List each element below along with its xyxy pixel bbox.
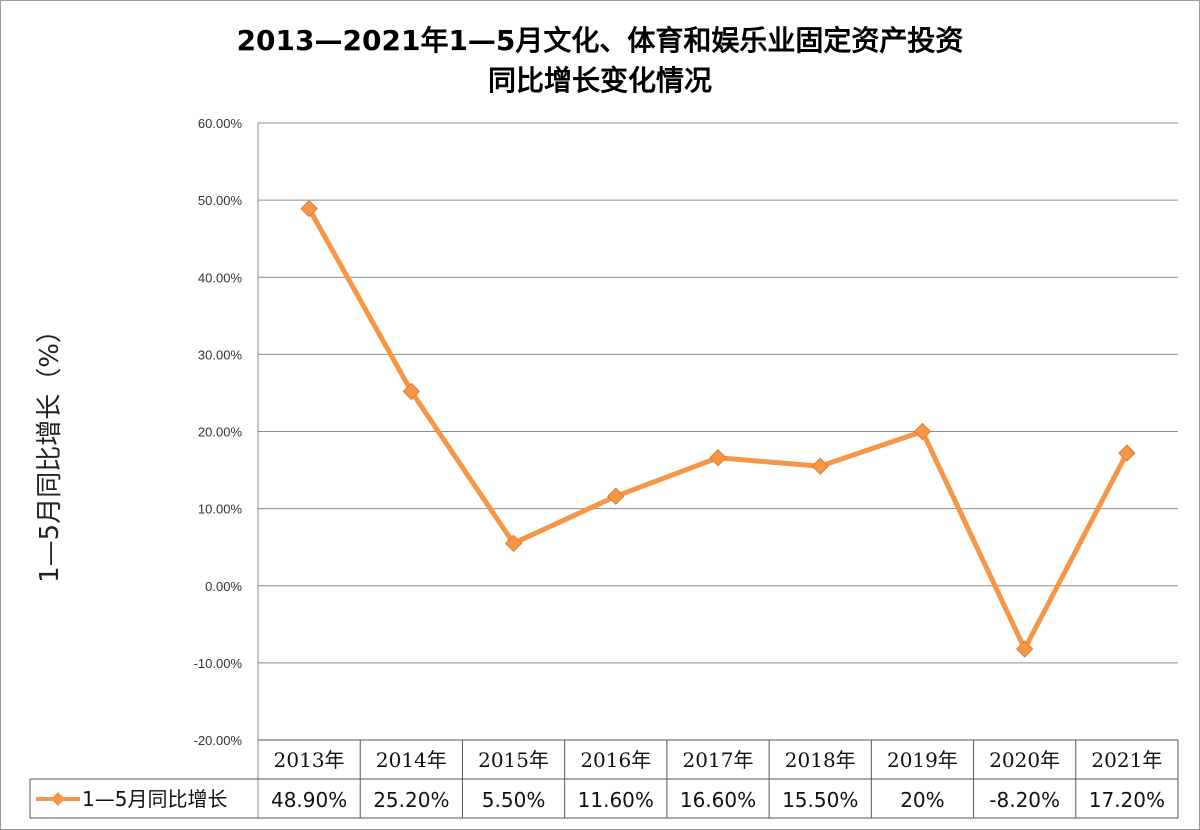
data-value-label: 48.90%: [271, 788, 347, 812]
series-markers: [300, 199, 1136, 658]
data-value-label: 25.20%: [373, 788, 449, 812]
x-category-label: 2021年: [1091, 748, 1162, 772]
legend-label: 1—5月同比增长: [82, 787, 227, 811]
y-tick-label: 30.00%: [198, 347, 243, 362]
x-category-label: 2016年: [580, 748, 651, 772]
y-axis-label: 1—5月同比增长（%）: [35, 317, 65, 583]
y-tick-label: 40.00%: [198, 270, 243, 285]
data-value-label: 11.60%: [578, 788, 654, 812]
x-category-label: 2020年: [989, 748, 1060, 772]
data-point-marker: [1118, 444, 1136, 462]
data-point-marker: [300, 199, 318, 218]
x-category-label: 2013年: [274, 748, 345, 772]
chart-title-line1: 2013—2021年1—5月文化、体育和娱乐业固定资产投资: [237, 24, 964, 57]
chart-title-line2: 同比增长变化情况: [488, 64, 712, 97]
series-polyline: [306, 206, 1130, 652]
data-value-label: 5.50%: [482, 788, 546, 812]
y-tick-label: 20.00%: [198, 425, 243, 440]
y-tick-label: -10.00%: [194, 656, 243, 671]
data-point-marker: [913, 422, 932, 441]
y-tick-label: 60.00%: [198, 116, 243, 131]
data-point-marker: [607, 487, 625, 505]
x-category-label: 2015年: [478, 748, 549, 772]
y-tick-label: 10.00%: [198, 502, 243, 517]
grid-lines: [257, 122, 1178, 818]
x-category-label: 2014年: [376, 748, 447, 772]
data-table: 2013年 48.90% 2014年 25.20% 2015年 5.50% 2016年 11.…: [29, 739, 1179, 819]
legend-marker-swatch: [51, 792, 65, 806]
data-point-marker: [504, 534, 523, 553]
y-tick-label: 50.00%: [198, 193, 243, 208]
series-line: [306, 206, 1130, 652]
data-point-marker: [1015, 640, 1034, 658]
data-value-label: 20%: [900, 788, 944, 812]
y-tick-label: -20.00%: [194, 733, 243, 748]
data-value-label: -8.20%: [989, 788, 1060, 812]
data-value-label: 17.20%: [1089, 788, 1165, 812]
data-value-label: 16.60%: [680, 788, 756, 812]
x-category-label: 2017年: [683, 748, 754, 772]
data-point-marker: [811, 457, 829, 475]
data-point-marker: [709, 449, 727, 467]
data-value-label: 15.50%: [782, 788, 858, 812]
data-point-marker: [402, 382, 421, 401]
x-category-label: 2019年: [887, 748, 958, 772]
x-category-label: 2018年: [785, 748, 856, 772]
y-tick-label: 0.00%: [205, 579, 242, 594]
y-tick-labels: 60.00% 50.00% 40.00% 30.00% 20.00% 10.00% 0.00…: [194, 116, 243, 748]
